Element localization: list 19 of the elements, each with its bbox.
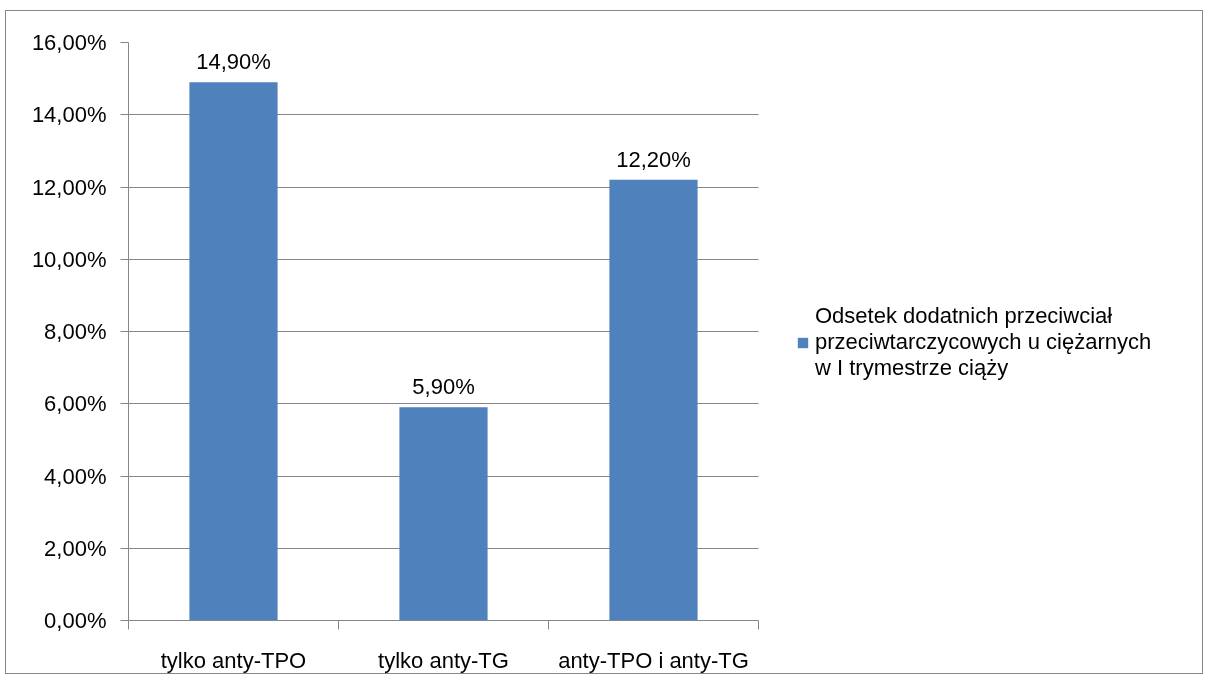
y-tick-label: 4,00%: [44, 463, 107, 489]
data-label: 5,90%: [412, 374, 475, 400]
y-tick-label: 2,00%: [44, 535, 107, 561]
y-tick-label: 0,00%: [44, 608, 107, 633]
y-tick-label: 10,00%: [31, 246, 107, 272]
data-label: 14,90%: [196, 49, 271, 75]
bar: [609, 179, 698, 621]
y-tick-label: 8,00%: [44, 319, 107, 344]
y-tick-label: 14,00%: [31, 102, 107, 128]
legend-label: Odsetek dodatnich przeciwciał przeciwtarczycowych u ciężarnych w I trymestrze ciąży: [815, 303, 1152, 381]
y-tick-label: 6,00%: [44, 391, 107, 417]
y-tick-label: 16,00%: [31, 30, 107, 55]
x-tick-label: tylko anty-TPO: [160, 647, 307, 673]
bar: [399, 407, 488, 621]
data-label: 12,20%: [616, 146, 691, 172]
bar: [189, 82, 278, 621]
x-tick-label: anty-TPO i anty-TG: [558, 647, 749, 673]
x-tick-label: tylko anty-TG: [378, 647, 509, 673]
y-tick-label: 12,00%: [31, 174, 107, 200]
